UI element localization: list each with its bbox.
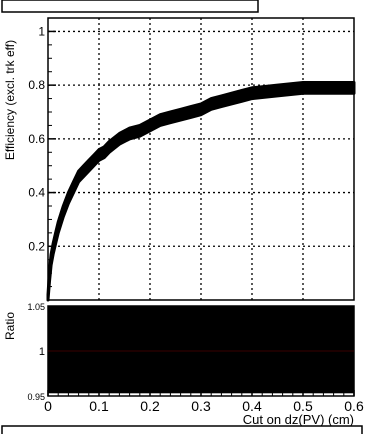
lower-x-axis-label: Cut on dz(PV) (cm) (243, 412, 354, 427)
lower-x-tick-label: 0.5 (293, 398, 313, 414)
lower-x-ticks: 0 0.1 0.2 0.3 0.4 0.5 0.6 (44, 390, 364, 414)
efficiency-curve (46, 81, 356, 302)
upper-y-tick-label: 0.2 (28, 239, 45, 253)
lower-y-tick-label: 0.95 (27, 392, 45, 402)
lower-x-tick-label: 0.3 (191, 398, 211, 414)
ratio-fill (48, 306, 354, 394)
upper-y-tick-label: 0.8 (28, 78, 45, 92)
lower-y-tick-label: 1 (39, 346, 45, 358)
upper-y-tick-label: 0.4 (28, 186, 45, 200)
lower-y-tick-label: 1.05 (27, 302, 45, 312)
lower-x-tick-label: 0.6 (344, 398, 364, 414)
title-box (1, 0, 259, 13)
upper-y-axis-label: Efficiency (excl. trk eff) (3, 40, 17, 160)
lower-x-tick-label: 0.1 (89, 398, 109, 414)
upper-y-tick-label: 0.6 (28, 132, 45, 146)
lower-y-ticks: 0.95 1 1.05 (27, 302, 45, 402)
efficiency-band (46, 81, 356, 302)
stat-box-edge (1, 425, 363, 437)
lower-panel: 0.95 1 1.05 0 0.1 0.2 0.3 0.4 0.5 0.6 Ratio Cut … (3, 302, 364, 427)
upper-y-ticks: 0.2 0.4 0.6 0.8 1 (28, 24, 56, 288)
lower-x-tick-label: 0.2 (140, 398, 160, 414)
upper-y-tick-label: 1 (38, 24, 45, 38)
lower-x-tick-label: 0 (44, 398, 52, 414)
lower-x-tick-label: 0.4 (242, 398, 262, 414)
lower-y-axis-label: Ratio (3, 312, 17, 340)
upper-panel: 0.2 0.4 0.6 0.8 1 Efficiency (excl. trk eff) (3, 17, 356, 302)
ratio-band (48, 306, 354, 394)
